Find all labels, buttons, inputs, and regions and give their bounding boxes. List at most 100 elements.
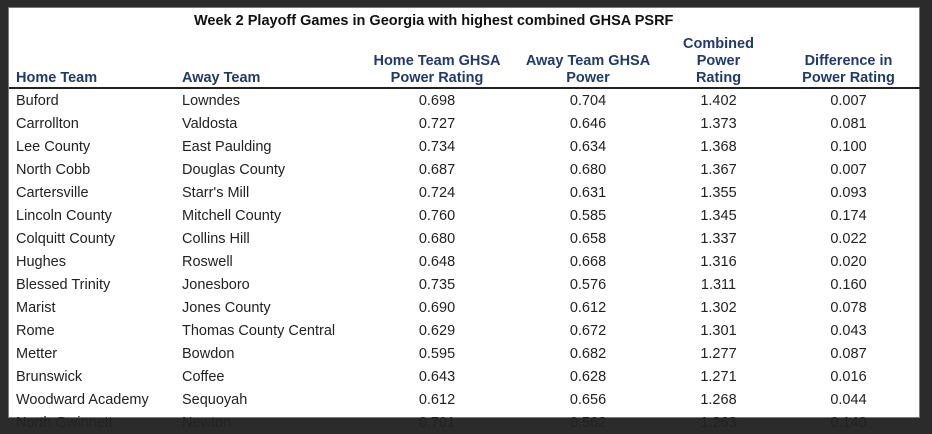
cell-difference-power-rating: 0.140 bbox=[830, 414, 867, 431]
cell-home-power-rating: 0.687 bbox=[418, 161, 456, 178]
cell-home-power-rating: 0.698 bbox=[418, 92, 456, 109]
cell-home-power-rating: 0.648 bbox=[418, 253, 456, 270]
table-row: Colquitt County Collins Hill 0.680 0.658 1.3… bbox=[9, 227, 921, 250]
table-title: Week 2 Playoff Games in Georgia with hig… bbox=[194, 13, 674, 29]
header-away-team: Away Team bbox=[175, 36, 359, 89]
cell-combined-power-rating: 1.277 bbox=[700, 345, 737, 362]
cell-home-power-rating: 0.724 bbox=[418, 184, 456, 201]
cell-combined-power-rating: 1.337 bbox=[700, 230, 737, 247]
cell-difference-power-rating: 0.093 bbox=[830, 184, 867, 201]
cell-away-power: 0.668 bbox=[569, 253, 607, 270]
cell-combined-power-rating: 1.402 bbox=[700, 92, 737, 109]
cell-home-team: Cartersville bbox=[16, 184, 89, 201]
cell-away-power: 0.658 bbox=[569, 230, 607, 247]
cell-difference-power-rating: 0.160 bbox=[830, 276, 867, 293]
cell-home-team: Colquitt County bbox=[16, 230, 116, 247]
cell-away-team: Coffee bbox=[182, 368, 225, 385]
cell-difference-power-rating: 0.081 bbox=[830, 115, 867, 132]
cell-away-power: 0.672 bbox=[569, 322, 607, 339]
cell-home-team: Brunswick bbox=[16, 368, 83, 385]
cell-away-power: 0.634 bbox=[569, 138, 607, 155]
cell-away-power: 0.576 bbox=[569, 276, 607, 293]
cell-difference-power-rating: 0.020 bbox=[830, 253, 867, 270]
table-sheet: Week 2 Playoff Games in Georgia with hig… bbox=[8, 7, 921, 431]
cell-away-team: Sequoyah bbox=[182, 391, 248, 408]
header-combined-power-rating: Combined Power Rating bbox=[661, 36, 776, 89]
table-row: Rome Thomas County Central 0.629 0.672 1.301… bbox=[9, 319, 921, 342]
table-row: Brunswick Coffee 0.643 0.628 1.271 0.016 bbox=[9, 365, 921, 388]
cell-home-team: Lee County bbox=[16, 138, 91, 155]
cell-combined-power-rating: 1.271 bbox=[700, 368, 737, 385]
cell-away-power: 0.646 bbox=[569, 115, 607, 132]
header-away-power: Away Team GHSA Power bbox=[515, 36, 661, 89]
cell-away-team: Newton bbox=[182, 414, 232, 431]
cell-away-power: 0.562 bbox=[569, 414, 607, 431]
cell-away-team: Lowndes bbox=[182, 92, 241, 109]
table-row: Metter Bowdon 0.595 0.682 1.277 0.087 bbox=[9, 342, 921, 365]
cell-combined-power-rating: 1.368 bbox=[700, 138, 737, 155]
table-row: North Gwinnett Newton 0.701 0.562 1.263 0.140 bbox=[9, 411, 921, 434]
cell-difference-power-rating: 0.044 bbox=[830, 391, 867, 408]
cell-difference-power-rating: 0.100 bbox=[830, 138, 867, 155]
cell-home-power-rating: 0.735 bbox=[418, 276, 456, 293]
table-row: Woodward Academy Sequoyah 0.612 0.656 1.268 0… bbox=[9, 388, 921, 411]
cell-home-team: North Gwinnett bbox=[16, 414, 113, 431]
cell-away-team: Collins Hill bbox=[182, 230, 250, 247]
table-row: North Cobb Douglas County 0.687 0.680 1.367 0… bbox=[9, 158, 921, 181]
cell-difference-power-rating: 0.016 bbox=[830, 368, 867, 385]
cell-away-team: East Paulding bbox=[182, 138, 272, 155]
cell-away-power: 0.628 bbox=[569, 368, 607, 385]
cell-home-team: Buford bbox=[16, 92, 59, 109]
playoff-table: Home Team Away Team Home Team GHSA Power Ra… bbox=[9, 36, 921, 434]
cell-home-power-rating: 0.690 bbox=[418, 299, 456, 316]
cell-combined-power-rating: 1.311 bbox=[700, 276, 737, 293]
cell-away-team: Thomas County Central bbox=[182, 322, 336, 339]
cell-away-power: 0.631 bbox=[569, 184, 607, 201]
cell-combined-power-rating: 1.316 bbox=[700, 253, 737, 270]
cell-home-power-rating: 0.760 bbox=[418, 207, 456, 224]
cell-home-power-rating: 0.612 bbox=[418, 391, 456, 408]
cell-combined-power-rating: 1.373 bbox=[700, 115, 737, 132]
table-row: Blessed Trinity Jonesboro 0.735 0.576 1.311 0… bbox=[9, 273, 921, 296]
cell-difference-power-rating: 0.043 bbox=[830, 322, 867, 339]
cell-away-team: Valdosta bbox=[182, 115, 238, 132]
cell-combined-power-rating: 1.301 bbox=[700, 322, 737, 339]
cell-difference-power-rating: 0.078 bbox=[830, 299, 867, 316]
table-row: Buford Lowndes 0.698 0.704 1.402 0.007 bbox=[9, 88, 921, 112]
cell-home-team: Marist bbox=[16, 299, 56, 316]
cell-home-power-rating: 0.701 bbox=[418, 414, 456, 431]
table-row: Carrollton Valdosta 0.727 0.646 1.373 0.081 bbox=[9, 112, 921, 135]
cell-home-team: Hughes bbox=[16, 253, 66, 270]
cell-away-team: Jones County bbox=[182, 299, 271, 316]
cell-combined-power-rating: 1.263 bbox=[700, 414, 737, 431]
header-home-team: Home Team bbox=[9, 36, 175, 89]
cell-home-team: Metter bbox=[16, 345, 58, 362]
cell-combined-power-rating: 1.302 bbox=[700, 299, 737, 316]
cell-home-power-rating: 0.727 bbox=[418, 115, 456, 132]
cell-home-team: Woodward Academy bbox=[16, 391, 149, 408]
table-row: Cartersville Starr's Mill 0.724 0.631 1.355 0… bbox=[9, 181, 921, 204]
table-row: Marist Jones County 0.690 0.612 1.302 0.078 bbox=[9, 296, 921, 319]
cell-difference-power-rating: 0.007 bbox=[830, 92, 867, 109]
table-row: Hughes Roswell 0.648 0.668 1.316 0.020 bbox=[9, 250, 921, 273]
cell-away-power: 0.704 bbox=[569, 92, 607, 109]
header-home-power-rating: Home Team GHSA Power Rating bbox=[359, 36, 515, 89]
cell-combined-power-rating: 1.268 bbox=[700, 391, 737, 408]
table-row: Lee County East Paulding 0.734 0.634 1.368 0.… bbox=[9, 135, 921, 158]
cell-difference-power-rating: 0.087 bbox=[830, 345, 867, 362]
cell-away-team: Roswell bbox=[182, 253, 233, 270]
cell-away-power: 0.682 bbox=[569, 345, 607, 362]
header-row: Home Team Away Team Home Team GHSA Power Ra… bbox=[9, 36, 921, 89]
cell-difference-power-rating: 0.022 bbox=[830, 230, 867, 247]
cell-away-team: Mitchell County bbox=[182, 207, 282, 224]
cell-difference-power-rating: 0.007 bbox=[830, 161, 867, 178]
cell-away-team: Starr's Mill bbox=[182, 184, 250, 201]
cell-away-team: Douglas County bbox=[182, 161, 286, 178]
table-body: Buford Lowndes 0.698 0.704 1.402 0.007 Carroll… bbox=[9, 88, 921, 434]
cell-home-team: Rome bbox=[16, 322, 55, 339]
cell-home-power-rating: 0.643 bbox=[418, 368, 456, 385]
cell-combined-power-rating: 1.345 bbox=[700, 207, 737, 224]
cell-home-team: Lincoln County bbox=[16, 207, 112, 224]
cell-away-power: 0.656 bbox=[569, 391, 607, 408]
cell-away-power: 0.612 bbox=[569, 299, 607, 316]
